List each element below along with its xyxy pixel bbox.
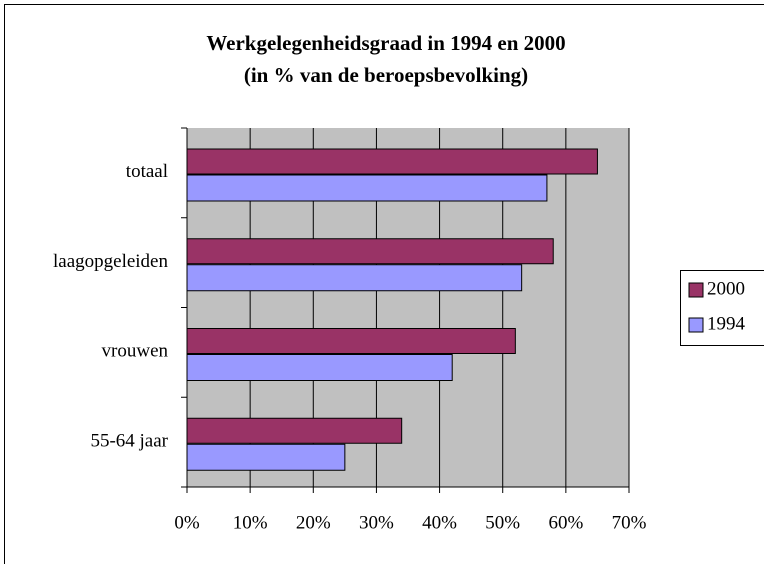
legend-swatch: [688, 282, 704, 298]
x-tick-label: 20%: [296, 512, 331, 533]
x-tick-label: 60%: [548, 512, 583, 533]
x-tick-label: 40%: [422, 512, 457, 533]
x-tick-label: 0%: [174, 512, 200, 533]
bar: [186, 354, 453, 381]
chart-subtitle: (in % van de beroepsbevolking): [244, 63, 528, 87]
legend-label: 2000: [707, 278, 745, 299]
x-tick-label: 50%: [485, 512, 520, 533]
bar: [186, 417, 403, 444]
bar: [186, 443, 346, 471]
bar: [186, 148, 598, 175]
y-tick-label: laagopgeleiden: [53, 251, 169, 272]
x-tick-label: 70%: [612, 512, 647, 533]
bar: [186, 238, 554, 265]
y-tick-label: 55-64 jaar: [90, 430, 168, 451]
chart-title: Werkgelegenheidsgraad in 1994 en 2000: [206, 31, 565, 55]
y-tick-label: totaal: [126, 161, 168, 182]
bar: [186, 328, 516, 354]
legend-label: 1994: [707, 313, 746, 334]
bar: [186, 174, 548, 202]
y-tick-label: vrouwen: [102, 341, 169, 362]
bar: [186, 264, 523, 292]
legend-swatch: [688, 317, 704, 333]
x-tick-label: 10%: [233, 512, 268, 533]
x-tick-label: 30%: [359, 512, 394, 533]
